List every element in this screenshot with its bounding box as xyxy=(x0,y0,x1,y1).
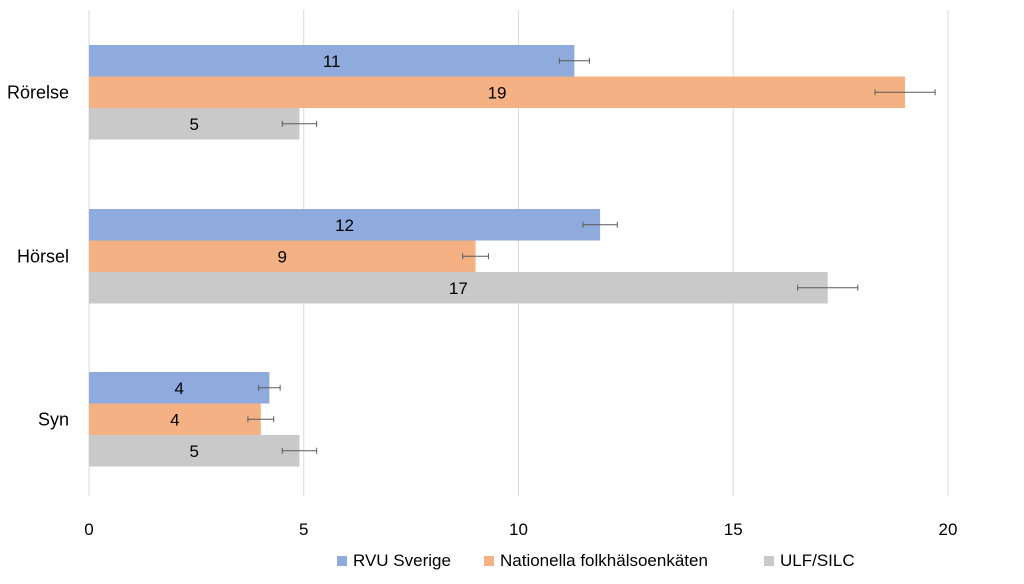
data-label-0-2: 4 xyxy=(174,379,183,398)
category-label-2: Syn xyxy=(38,409,69,429)
data-label-2-2: 5 xyxy=(189,442,198,461)
legend: RVU Sverige Nationella folkhälsoenkäten UL… xyxy=(337,551,855,570)
x-tick-label-5: 5 xyxy=(299,520,308,539)
bar-0-0 xyxy=(89,45,575,77)
data-label-1-0: 19 xyxy=(488,83,507,102)
bar-2-1 xyxy=(89,272,828,304)
legend-swatch-2 xyxy=(764,556,774,566)
data-label-1-2: 4 xyxy=(170,410,179,429)
data-label-1-1: 9 xyxy=(278,247,287,266)
bar-2-0 xyxy=(89,108,300,140)
legend-swatch-0 xyxy=(337,556,347,566)
x-tick-label-15: 15 xyxy=(724,520,743,539)
bar-1-0 xyxy=(89,76,906,108)
x-tick-label-20: 20 xyxy=(939,520,958,539)
legend-swatch-1 xyxy=(484,556,494,566)
bars xyxy=(89,45,936,467)
data-label-2-0: 5 xyxy=(189,115,198,134)
legend-label-2: ULF/SILC xyxy=(780,551,855,570)
x-tick-label-10: 10 xyxy=(509,520,528,539)
data-label-0-0: 11 xyxy=(323,52,341,71)
legend-label-1: Nationella folkhälsoenkäten xyxy=(500,551,708,570)
bar-1-1 xyxy=(89,240,476,272)
data-label-2-1: 17 xyxy=(449,279,468,298)
category-label-1: Hörsel xyxy=(17,246,69,266)
bar-2-2 xyxy=(89,435,300,467)
x-tick-label-0: 0 xyxy=(84,520,93,539)
data-label-0-1: 12 xyxy=(335,216,354,235)
bar-1-2 xyxy=(89,403,261,435)
category-label-0: Rörelse xyxy=(7,82,69,102)
bar-0-1 xyxy=(89,209,601,241)
bar-0-2 xyxy=(89,372,270,404)
legend-label-0: RVU Sverige xyxy=(353,551,451,570)
